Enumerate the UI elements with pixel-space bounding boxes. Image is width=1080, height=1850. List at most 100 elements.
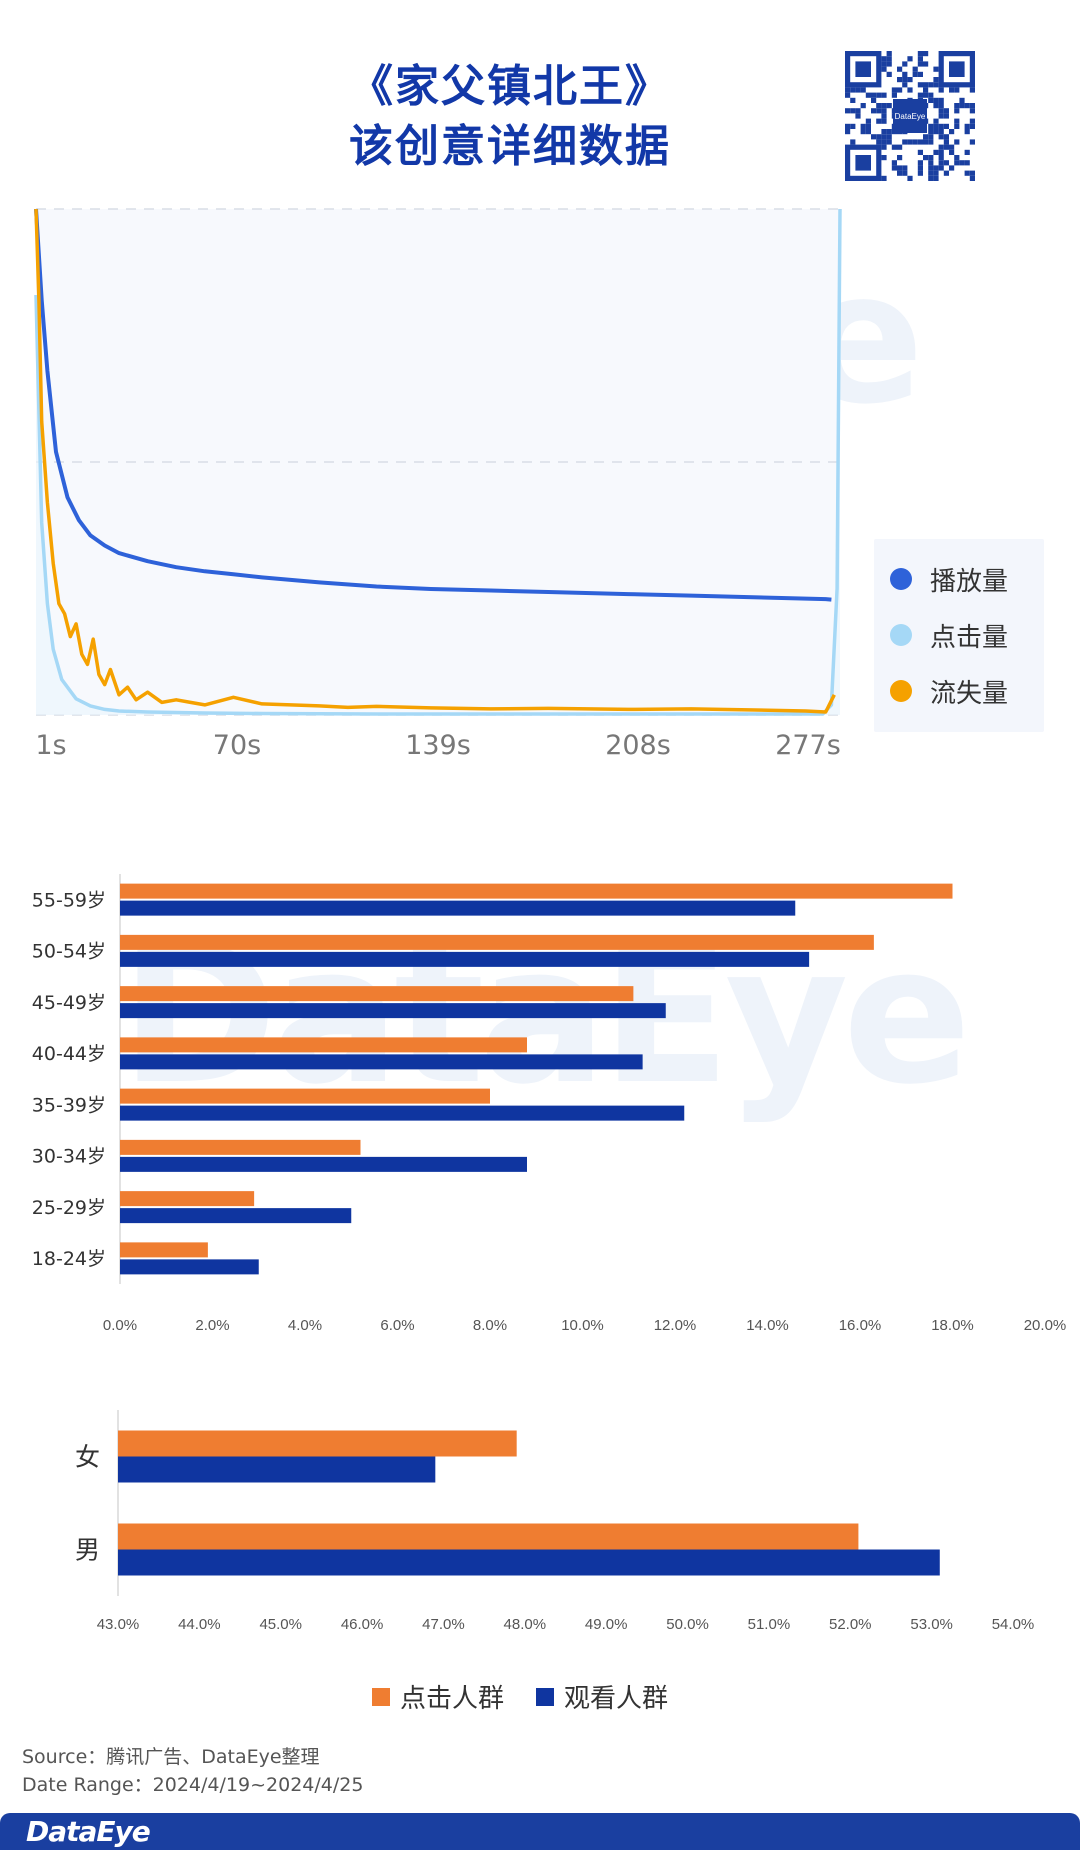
x-tick-label-5: 48.0%	[504, 1616, 547, 1633]
bar-view-6	[120, 1208, 352, 1224]
source-text: Source：腾讯广告、DataEye整理	[22, 1746, 320, 1768]
qr-module	[928, 175, 934, 181]
qr-module	[954, 139, 960, 145]
bar-view-1	[118, 1549, 940, 1576]
x-tick-label-8: 51.0%	[748, 1616, 791, 1633]
qr-module	[886, 134, 892, 140]
brand-logo: DataEye	[26, 1815, 151, 1848]
qr-module	[964, 103, 970, 109]
qr-module	[923, 61, 929, 67]
qr-module	[881, 134, 887, 140]
legend-item-click: 点击量	[890, 615, 1008, 655]
qr-module	[902, 82, 908, 88]
qr-module	[876, 118, 882, 124]
x-tick-label-4: 8.0%	[473, 1317, 507, 1334]
series-line-1	[34, 208, 842, 716]
qr-module	[938, 123, 944, 129]
qr-module	[969, 87, 975, 93]
category-label-3: 40-44岁	[32, 1043, 106, 1065]
age-bar-chart: 55-59岁 50-54岁 45-49岁 40-44岁 35-39岁 30-34岁 25-2…	[32, 874, 1066, 1334]
qr-module	[959, 160, 965, 166]
qr-module	[933, 103, 939, 109]
qr-module	[897, 77, 903, 83]
qr-module	[969, 139, 975, 145]
qr-module	[886, 103, 892, 109]
bar-chart-legend: 点击人群 观看人群	[372, 1678, 668, 1715]
qr-module	[938, 155, 944, 161]
qr-module	[954, 160, 960, 166]
qr-module	[933, 175, 939, 181]
qr-module	[912, 66, 918, 72]
qr-module	[897, 170, 903, 176]
category-label-7: 18-24岁	[32, 1248, 106, 1270]
category-label-0: 55-59岁	[32, 889, 106, 911]
line-chart-legend: 播放量 点击量 流失量	[874, 539, 1044, 732]
qr-module	[886, 139, 892, 145]
qr-module	[845, 87, 851, 93]
qr-module	[907, 139, 913, 145]
qr-module	[954, 87, 960, 93]
qr-module	[928, 92, 934, 98]
qr-module	[964, 123, 970, 129]
qr-module	[933, 97, 939, 103]
qr-module	[860, 87, 866, 93]
category-label-4: 35-39岁	[32, 1094, 106, 1116]
qr-module	[902, 165, 908, 171]
qr-module	[969, 170, 975, 176]
qr-module	[969, 175, 975, 181]
qr-module	[938, 149, 944, 155]
qr-module	[933, 123, 939, 129]
qr-module	[928, 155, 934, 161]
qr-module	[850, 108, 856, 114]
gender-bar-chart: 女男 43.0% 44.0% 45.0% 46.0% 47.0% 48.0% 49.0% 50.…	[75, 1410, 1034, 1633]
qr-module	[923, 51, 929, 57]
qr-module	[876, 92, 882, 98]
series-line-2	[34, 208, 836, 714]
category-label-0: 女	[75, 1443, 100, 1472]
qr-module	[938, 134, 944, 140]
qr-module	[923, 82, 929, 88]
x-tick-208s: 208s	[605, 730, 671, 761]
qr-module	[938, 87, 944, 93]
qr-module	[928, 170, 934, 176]
qr-module	[923, 92, 929, 98]
x-tick-139s: 139s	[405, 730, 471, 761]
qr-module	[850, 87, 856, 93]
qr-module	[876, 134, 882, 140]
qr-module	[954, 155, 960, 161]
qr-module	[917, 149, 923, 155]
qr-module	[907, 175, 913, 181]
category-label-1: 50-54岁	[32, 941, 106, 963]
qr-module	[881, 175, 887, 181]
qr-module	[850, 123, 856, 129]
qr-module	[949, 129, 955, 135]
qr-module	[954, 118, 960, 124]
x-tick-label-2: 4.0%	[288, 1317, 322, 1334]
qr-finder-inner	[855, 155, 871, 171]
qr-module	[938, 165, 944, 171]
qr-module	[964, 160, 970, 166]
qr-module	[855, 108, 861, 114]
qr-module	[881, 103, 887, 109]
bar-click-6	[120, 1191, 255, 1207]
qr-module	[891, 160, 897, 166]
qr-module	[891, 144, 897, 150]
legend-label-loss: 流失量	[930, 678, 1009, 709]
qr-module	[912, 71, 918, 77]
qr-module	[907, 77, 913, 83]
qr-module	[938, 113, 944, 119]
qr-module	[902, 77, 908, 83]
x-tick-label-9: 18.0%	[931, 1317, 974, 1334]
legend-label-click-crowd: 点击人群	[400, 1684, 505, 1714]
qr-module	[917, 51, 923, 57]
qr-module	[907, 56, 913, 62]
qr-module	[902, 170, 908, 176]
category-label-2: 45-49岁	[32, 992, 106, 1014]
qr-module	[933, 82, 939, 88]
bar-view-5	[120, 1156, 527, 1172]
qr-module	[886, 129, 892, 135]
qr-module	[938, 97, 944, 103]
qr-module	[886, 71, 892, 77]
qr-module	[891, 165, 897, 171]
qr-module	[897, 87, 903, 93]
